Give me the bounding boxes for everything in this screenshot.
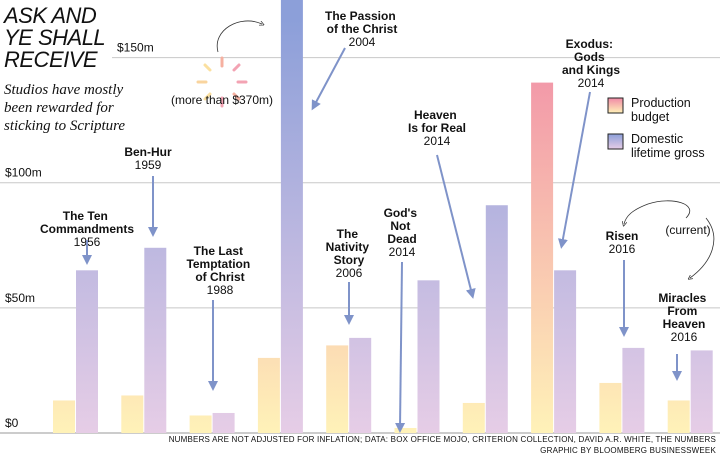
label-arrow bbox=[436, 154, 476, 299]
category-label: Risen bbox=[606, 229, 639, 243]
bar bbox=[485, 205, 508, 433]
bar bbox=[257, 357, 280, 433]
bar bbox=[212, 412, 235, 433]
category-label: Heaven Is for Real bbox=[408, 108, 466, 135]
legend-swatch bbox=[607, 133, 624, 150]
header: ASK AND YE SHALL RECEIVE Studios have mos… bbox=[2, 3, 127, 134]
category-label: God's Not Dead bbox=[384, 206, 421, 246]
chart-subtitle: Studios have mostly been rewarded for st… bbox=[4, 82, 127, 134]
category-label: Exodus: Gods and Kings bbox=[562, 37, 620, 77]
chart-title: ASK AND YE SHALL RECEIVE bbox=[2, 3, 110, 72]
category-label: The Passion of the Christ bbox=[325, 9, 399, 36]
footer: NUMBERS ARE NOT ADJUSTED FOR INFLATION; … bbox=[169, 435, 716, 444]
year-label: 2016 bbox=[609, 242, 636, 256]
bar bbox=[326, 345, 349, 433]
year-label: 2014 bbox=[578, 76, 605, 90]
label-arrow bbox=[557, 91, 591, 249]
year-label: 2004 bbox=[349, 35, 376, 49]
annotation: (current) bbox=[665, 223, 710, 237]
legend-swatch bbox=[607, 97, 624, 114]
year-label: 1988 bbox=[207, 283, 234, 297]
label-arrow bbox=[311, 47, 346, 111]
bar bbox=[417, 280, 440, 433]
bar bbox=[531, 82, 554, 434]
year-label: 2006 bbox=[336, 266, 363, 280]
bar bbox=[622, 347, 645, 433]
year-label: 1959 bbox=[135, 158, 162, 172]
annotation-arrow bbox=[690, 217, 715, 278]
bar bbox=[554, 270, 577, 433]
category-label: The Nativity Story bbox=[326, 227, 373, 267]
year-label: 2016 bbox=[671, 330, 698, 344]
burst bbox=[196, 56, 248, 108]
category-label: The Ten Commandments bbox=[40, 209, 134, 236]
bar bbox=[667, 400, 690, 433]
bar bbox=[53, 400, 75, 433]
y-tick-label: $50m bbox=[5, 291, 35, 305]
annotation: (more than $370m) bbox=[171, 93, 273, 107]
bar bbox=[144, 247, 167, 433]
y-tick-label: $150m bbox=[117, 41, 154, 55]
annotation-arrow bbox=[216, 20, 262, 53]
bar bbox=[462, 402, 485, 433]
bar bbox=[280, 0, 303, 433]
y-tick-label: $0 bbox=[5, 416, 19, 430]
legend-label: Domestic lifetime gross bbox=[631, 132, 705, 160]
category-label: The Last Temptation of Christ bbox=[186, 244, 253, 284]
bar bbox=[189, 415, 212, 433]
y-tick-label: $100m bbox=[5, 166, 42, 180]
year-label: 2014 bbox=[424, 134, 451, 148]
legend-label: Production budget bbox=[631, 96, 694, 124]
bar bbox=[394, 427, 417, 433]
bar bbox=[690, 350, 713, 433]
bar bbox=[76, 270, 98, 433]
category-label: Ben-Hur bbox=[124, 145, 172, 159]
label-arrow bbox=[395, 261, 406, 433]
bar bbox=[599, 382, 622, 433]
annotation-arrow bbox=[624, 200, 691, 224]
legend: Production budget Domestic lifetime gross bbox=[607, 96, 705, 160]
bar bbox=[121, 395, 144, 433]
category-label: Miracles From Heaven bbox=[658, 291, 709, 331]
bars bbox=[53, 0, 713, 434]
title-backdrop bbox=[0, 0, 110, 140]
footer: GRAPHIC BY BLOOMBERG BUSINESSWEEK bbox=[540, 446, 716, 455]
grid: $0 $50m $100m $150m bbox=[0, 41, 720, 434]
year-label: 2014 bbox=[389, 245, 416, 259]
bar bbox=[349, 337, 372, 433]
